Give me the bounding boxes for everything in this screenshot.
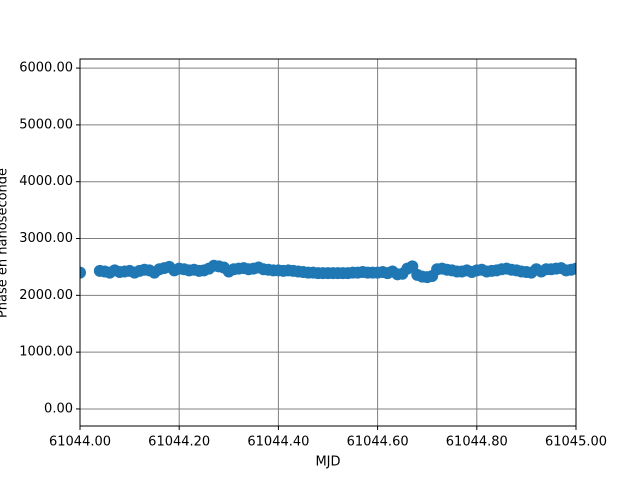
plot-frame (79, 58, 577, 427)
x-tick-label: 61044.00 (49, 435, 111, 450)
x-axis-label: MJD (315, 455, 340, 470)
y-tick-label: 6000.00 (19, 61, 73, 76)
x-tick-label: 61044.20 (148, 435, 210, 450)
y-tick-label: 5000.00 (19, 117, 73, 132)
y-axis-label: Phase en nanoseconde (0, 168, 11, 318)
x-tick-label: 61045.00 (545, 435, 607, 450)
x-tick-label: 61044.40 (247, 435, 309, 450)
point (80, 266, 86, 279)
y-tick-label: 2000.00 (19, 288, 73, 303)
point (570, 262, 576, 275)
x-tick-label: 61044.60 (347, 435, 409, 450)
y-tick-label: 1000.00 (19, 345, 73, 360)
y-tick-label: 3000.00 (19, 231, 73, 246)
x-tick-label: 61044.80 (446, 435, 508, 450)
y-tick-label: 0.00 (44, 401, 73, 416)
y-tick-label: 4000.00 (19, 174, 73, 189)
